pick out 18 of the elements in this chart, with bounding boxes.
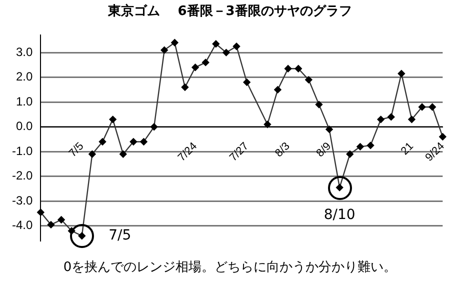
x-tick-label: 7/24 (176, 140, 200, 164)
chart-title: 東京ゴム 6番限－3番限のサヤのグラフ (106, 2, 353, 20)
y-tick-label: -2.0 (12, 168, 33, 183)
y-tick-label: 0.0 (16, 119, 33, 134)
y-tick-label: 2.0 (16, 70, 33, 84)
y-tick-label: 3.0 (16, 44, 33, 59)
x-tick-label: 7/5 (66, 140, 86, 160)
y-tick-label: 1.0 (16, 94, 33, 108)
y-tick-label: -1.0 (12, 144, 33, 158)
annotation: 8/10 (324, 207, 356, 224)
x-tick-label: 9/24 (423, 140, 447, 164)
y-tick-label: -4.0 (12, 218, 33, 232)
annotation: 7/5 (108, 227, 132, 244)
x-tick-label: 21 (398, 140, 416, 158)
y-tick-label: -3.0 (12, 193, 33, 208)
text: 0を挟んでのレンジ相場。どちらに向かうか分かり難い。 (62, 259, 398, 276)
x-tick-label: 8/3 (273, 140, 292, 160)
x-tick-label: 8/9 (314, 140, 334, 160)
